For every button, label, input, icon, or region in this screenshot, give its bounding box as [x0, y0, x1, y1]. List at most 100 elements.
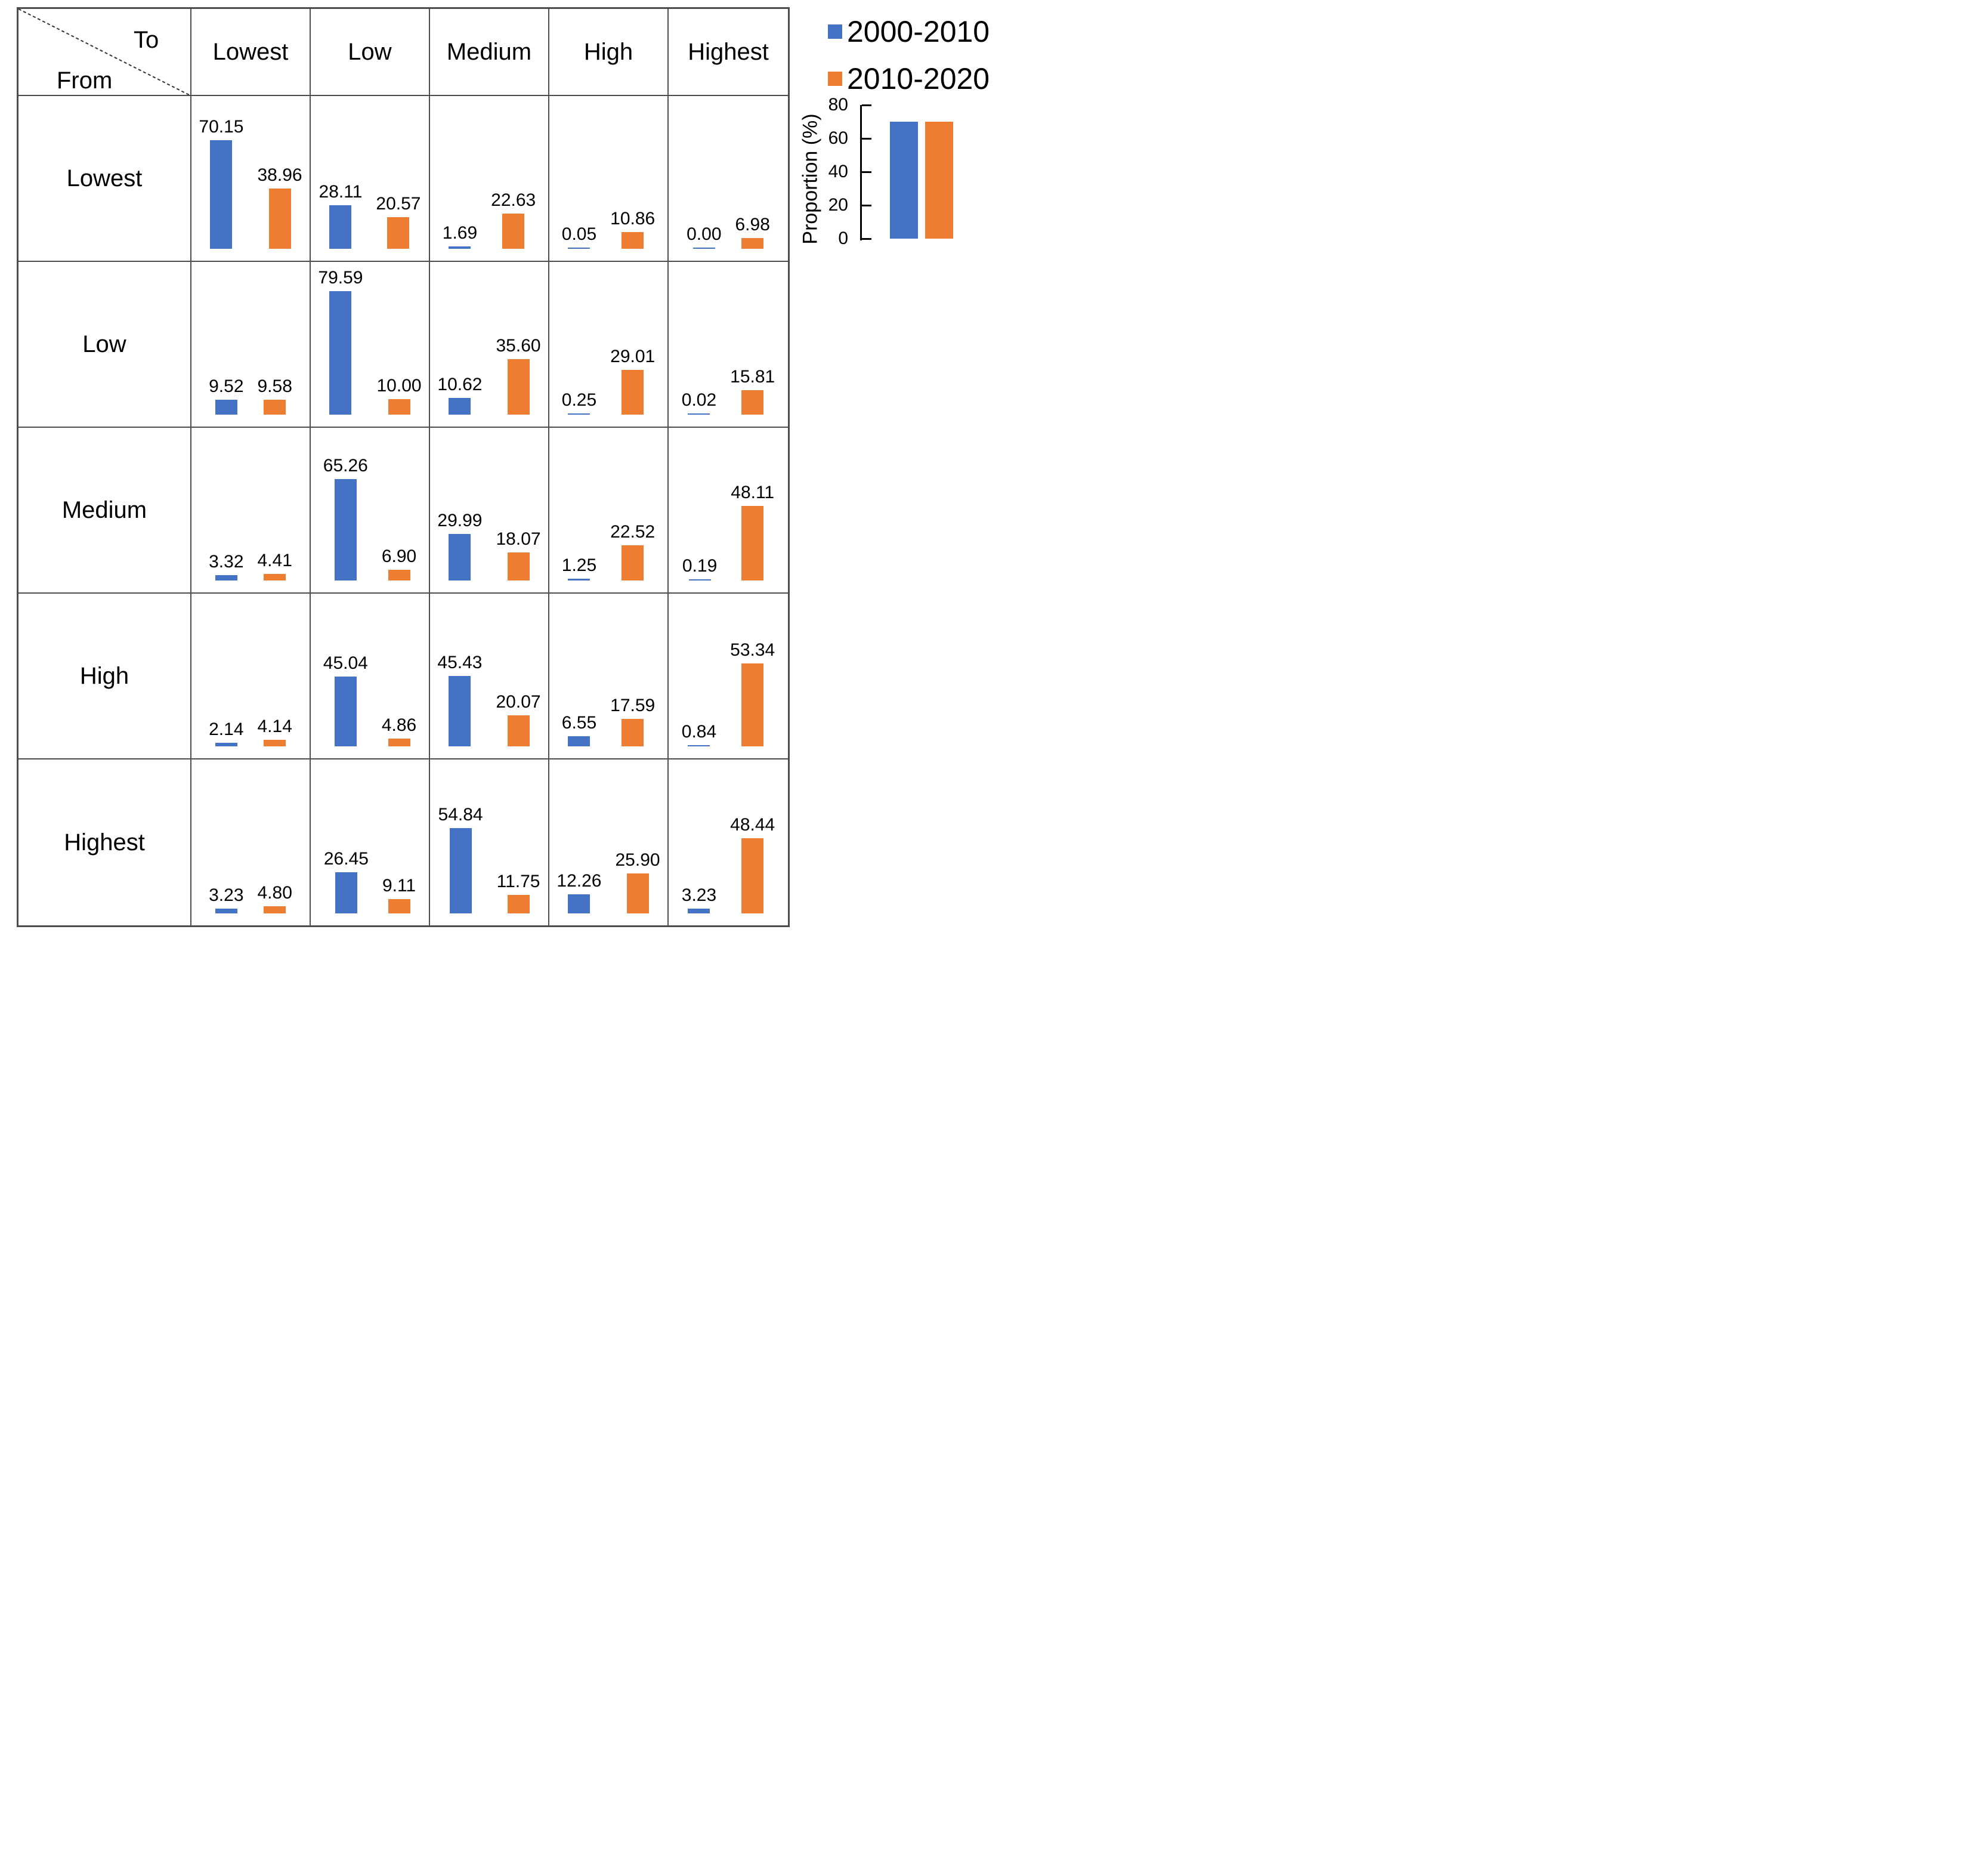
cell-lowest-to-lowest: 70.15 38.96 [191, 96, 311, 262]
row-header-medium: Medium [18, 428, 191, 594]
bar-2000-2010 [334, 479, 357, 581]
bar-value-2010-2020: 9.58 [257, 376, 292, 397]
bar-value-2010-2020: 22.63 [491, 190, 536, 211]
bar-item-2010-2020: 22.52 [610, 522, 655, 581]
bar-2010-2020 [741, 505, 764, 581]
bar-2010-2020 [388, 399, 410, 415]
cell-low-to-highest: 0.02 15.81 [669, 262, 788, 428]
bar-item-2010-2020: 10.86 [610, 209, 655, 249]
scale-tick-20 [862, 205, 871, 206]
bar-2010-2020 [264, 573, 286, 581]
bar-2010-2020 [622, 719, 644, 746]
bar-value-2000-2010: 0.00 [687, 224, 722, 244]
bar-2010-2020 [264, 740, 286, 746]
scale-tick-60 [862, 138, 871, 140]
bar-item-2000-2010: 29.99 [437, 511, 483, 581]
bar-value-2010-2020: 48.11 [731, 482, 775, 502]
legend-label-2010-2020: 2010-2020 [847, 62, 990, 95]
bar-value-2010-2020: 4.14 [257, 717, 292, 737]
bar-value-2000-2010: 0.25 [561, 390, 597, 410]
cell-medium-to-medium: 29.99 18.07 [430, 428, 549, 594]
bar-2010-2020 [622, 369, 644, 415]
cell-low-to-medium: 10.62 35.60 [430, 262, 549, 428]
bar-2010-2020 [626, 873, 649, 913]
bar-item-2010-2020: 29.01 [610, 347, 655, 415]
legend-swatch-2000-2010 [828, 24, 842, 39]
bar-2000-2010 [688, 579, 711, 581]
scale-tick-label-40: 40 [828, 162, 848, 181]
bar-value-2000-2010: 26.45 [323, 849, 369, 869]
bar-item-2010-2020: 20.57 [376, 194, 421, 249]
bar-group: 29.99 18.07 [430, 511, 548, 581]
bar-item-2010-2020: 48.44 [730, 815, 775, 913]
bar-group: 3.32 4.41 [191, 551, 310, 581]
bar-value-2010-2020: 9.11 [382, 876, 416, 896]
bar-value-2010-2020: 6.98 [735, 214, 770, 234]
bar-item-2000-2010: 3.23 [682, 885, 716, 913]
bar-item-2010-2020: 9.11 [382, 876, 416, 913]
cell-medium-to-lowest: 3.32 4.41 [191, 428, 311, 594]
bar-value-2010-2020: 35.60 [496, 336, 541, 356]
bar-group: 0.02 15.81 [669, 367, 788, 415]
bar-item-2010-2020: 48.11 [731, 483, 774, 581]
bar-value-2010-2020: 20.57 [376, 193, 421, 214]
bar-item-2000-2010: 10.62 [437, 375, 483, 415]
bar-value-2000-2010: 3.23 [681, 885, 717, 905]
cell-highest-to-high: 12.26 25.90 [549, 759, 669, 925]
bar-value-2000-2010: 29.99 [437, 511, 483, 531]
bar-item-2000-2010: 2.14 [209, 720, 244, 746]
bar-value-2010-2020: 6.90 [381, 546, 417, 567]
cell-medium-to-low: 65.26 6.90 [311, 428, 430, 594]
bar-item-2010-2020: 9.58 [258, 376, 292, 415]
bar-2010-2020 [387, 217, 410, 249]
bar-value-2000-2010: 0.05 [561, 224, 597, 244]
bar-item-2010-2020: 6.98 [735, 215, 770, 249]
cell-lowest-to-high: 0.05 10.86 [549, 96, 669, 262]
bar-group: 0.84 53.34 [669, 640, 788, 746]
bar-item-2010-2020: 38.96 [258, 165, 302, 249]
bar-2010-2020 [741, 390, 764, 415]
bar-2010-2020 [741, 838, 764, 913]
bar-2000-2010 [334, 676, 357, 746]
bar-2000-2010 [568, 736, 590, 746]
bar-2010-2020 [622, 545, 644, 581]
transition-matrix: To From Lowest Low Medium High Highest Lowest… [17, 7, 790, 927]
bar-group: 45.43 20.07 [430, 653, 548, 746]
scale-tick-label-60: 60 [828, 128, 848, 148]
bar-2000-2010 [568, 894, 590, 913]
bar-item-2000-2010: 3.32 [209, 552, 244, 581]
bar-item-2010-2020: 20.07 [496, 692, 541, 746]
bar-value-2000-2010: 45.04 [323, 653, 368, 673]
bar-value-2010-2020: 48.44 [730, 815, 775, 835]
bar-2000-2010 [215, 743, 237, 746]
bar-item-2010-2020: 35.60 [496, 336, 541, 415]
bar-item-2010-2020: 4.86 [382, 715, 416, 746]
bar-group: 10.62 35.60 [430, 336, 548, 415]
bar-value-2000-2010: 9.52 [209, 376, 244, 397]
bar-group: 3.23 4.80 [191, 883, 310, 913]
bar-item-2000-2010: 3.23 [209, 885, 244, 913]
bar-value-2010-2020: 4.86 [381, 715, 417, 736]
bar-value-2010-2020: 25.90 [615, 850, 660, 870]
bar-group: 9.52 9.58 [191, 376, 310, 415]
bar-2000-2010 [688, 745, 710, 746]
bar-item-2010-2020: 15.81 [730, 367, 775, 415]
bar-item-2000-2010: 0.84 [682, 722, 716, 746]
bar-item-2010-2020: 25.90 [616, 850, 660, 913]
cell-low-to-low: 79.59 10.00 [311, 262, 430, 428]
bar-value-2000-2010: 12.26 [556, 871, 602, 891]
bar-2010-2020 [264, 400, 286, 415]
bar-2000-2010 [335, 872, 357, 913]
bar-2010-2020 [741, 237, 764, 249]
bar-value-2010-2020: 10.00 [376, 376, 422, 396]
bar-value-2000-2010: 3.23 [209, 885, 244, 905]
bar-value-2000-2010: 0.19 [682, 556, 718, 576]
cell-lowest-to-low: 28.11 20.57 [311, 96, 430, 262]
bar-2000-2010 [449, 675, 471, 746]
bar-2000-2010 [215, 575, 237, 581]
bar-2000-2010 [568, 413, 590, 415]
col-header-highest: Highest [669, 9, 788, 96]
bar-item-2010-2020: 10.00 [377, 376, 422, 415]
cell-lowest-to-highest: 0.00 6.98 [669, 96, 788, 262]
bar-2010-2020 [622, 231, 644, 249]
